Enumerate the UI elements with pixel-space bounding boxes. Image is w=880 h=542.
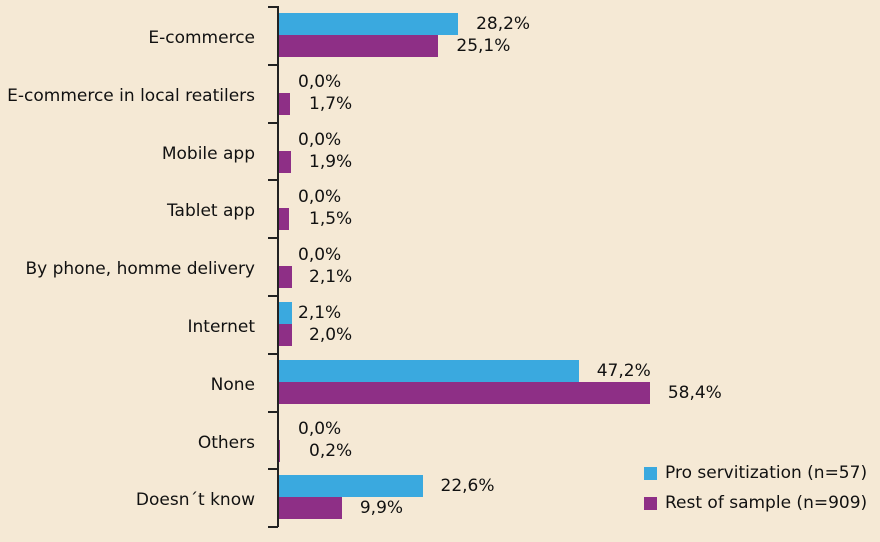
bar-pro-servitization: [279, 13, 459, 35]
value-label: 1,9%: [309, 151, 353, 172]
category-axis: [277, 6, 279, 527]
legend-label: Rest of sample (n=909): [665, 493, 868, 513]
legend-item-rest-of-sample: Rest of sample (n=909): [644, 488, 867, 518]
category-label: None: [210, 374, 255, 395]
legend-swatch-purple: [644, 496, 657, 510]
axis-tick: [268, 352, 278, 355]
value-label: 0,0%: [298, 245, 342, 266]
legend-label: Pro servitization (n=57): [665, 463, 868, 483]
value-label: 9,9%: [359, 498, 404, 519]
bar-rest-of-sample: [279, 35, 439, 57]
value-label: 28,2%: [476, 14, 531, 34]
bar-rest-of-sample: [279, 439, 281, 462]
axis-tick: [268, 237, 278, 240]
value-label: 0,0%: [298, 71, 342, 92]
axis-tick: [268, 468, 278, 471]
bar-rest-of-sample: [279, 497, 342, 520]
value-label: 2,1%: [298, 303, 342, 323]
category-label: E-commerce in local reatilers: [7, 85, 255, 106]
bar-rest-of-sample: [279, 150, 292, 173]
category-label: Others: [197, 432, 255, 453]
axis-tick: [268, 63, 278, 66]
value-label: 0,0%: [298, 129, 342, 150]
bar-pro-servitization: [279, 475, 423, 498]
value-label: 0,0%: [298, 418, 342, 439]
axis-tick: [268, 295, 278, 297]
legend-swatch-blue: [644, 466, 657, 480]
value-label: 47,2%: [596, 360, 651, 381]
category-label: Tablet app: [166, 201, 255, 222]
value-label: 1,7%: [309, 93, 353, 114]
bar-pro-servitization: [279, 302, 293, 324]
category-label: Doesn´t know: [135, 490, 255, 511]
category-label: E-commerce: [148, 28, 255, 48]
bar-rest-of-sample: [279, 208, 289, 231]
value-label: 58,4%: [667, 382, 722, 403]
category-label: By phone, homme delivery: [25, 259, 255, 280]
axis-tick: [268, 121, 278, 124]
legend: Pro servitization (n=57) Rest of sample …: [644, 458, 867, 518]
axis-tick: [268, 410, 278, 413]
value-label: 2,1%: [309, 267, 353, 288]
bar-rest-of-sample: [279, 266, 293, 289]
category-label: Mobile app: [161, 143, 255, 164]
value-label: 0,2%: [309, 440, 353, 461]
bar-rest-of-sample: [279, 92, 290, 115]
category-label: Internet: [187, 317, 255, 337]
legend-item-pro-servitization: Pro servitization (n=57): [644, 458, 867, 488]
value-label: 25,1%: [456, 36, 511, 56]
axis-tick: [268, 526, 278, 529]
value-label: 1,5%: [309, 209, 353, 230]
value-label: 22,6%: [440, 476, 495, 497]
bar-rest-of-sample: [279, 381, 650, 404]
axis-tick: [268, 179, 278, 182]
value-label: 2,0%: [309, 325, 353, 345]
bar-pro-servitization: [279, 359, 579, 382]
axis-tick: [268, 6, 278, 8]
bar-rest-of-sample: [279, 324, 292, 346]
value-label: 0,0%: [298, 187, 342, 208]
